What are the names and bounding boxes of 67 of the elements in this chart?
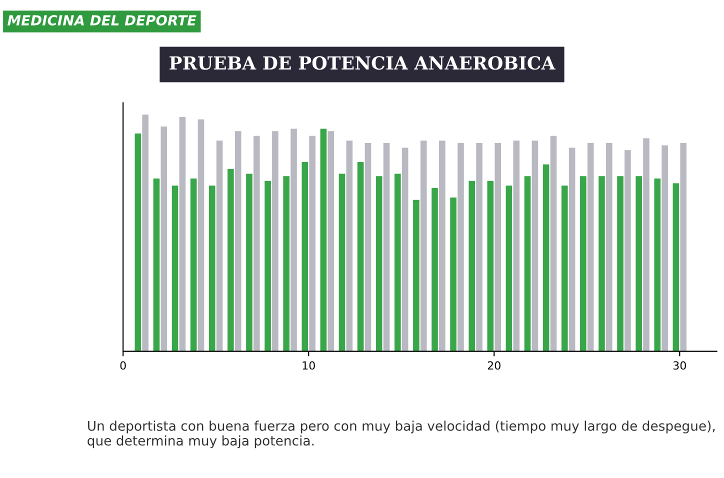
bar: [216, 140, 223, 352]
bar: [394, 174, 401, 352]
bar: [160, 126, 168, 352]
x-tick-label: 0: [120, 361, 126, 370]
bar: [357, 162, 364, 352]
bar: [208, 186, 216, 352]
bar: [654, 178, 661, 352]
bar: [550, 136, 557, 352]
bar: [383, 143, 390, 352]
bar: [568, 148, 576, 352]
bar: [153, 178, 160, 352]
bar: [476, 143, 482, 352]
bar: [142, 114, 148, 352]
bar: [246, 174, 252, 352]
bar: [662, 145, 668, 352]
bar: [272, 131, 278, 352]
x-tick-label: 10: [302, 361, 315, 370]
bar: [172, 186, 178, 352]
bar: [672, 183, 680, 352]
bar: [561, 186, 568, 352]
x-tick-label: 20: [488, 361, 500, 370]
bar: [439, 140, 446, 352]
bar: [643, 138, 650, 352]
bar: [198, 119, 204, 352]
bar: [494, 143, 501, 352]
bar: [254, 136, 260, 352]
bar: [234, 131, 242, 352]
bar: [624, 150, 631, 352]
bar: [487, 180, 494, 352]
bar: [587, 143, 594, 352]
bar: [636, 176, 642, 352]
bar: [542, 164, 550, 352]
bar: [320, 128, 327, 352]
bar: [134, 134, 142, 352]
bar: [338, 174, 346, 352]
bar: [617, 176, 624, 352]
bar: [532, 140, 538, 352]
bar: [598, 176, 605, 352]
bar: [364, 143, 372, 352]
bar: [346, 140, 353, 352]
text: Un deportista con buena fuerza pero con muy baja velocidad (tiempo muy largo de despegue), que determina muy baja potencia.: [88, 420, 715, 448]
bar: [376, 176, 382, 352]
bar: [580, 176, 586, 352]
bar: [513, 140, 520, 352]
bar: [432, 188, 438, 352]
bar: [524, 176, 531, 352]
bar: [328, 131, 334, 352]
bar: [450, 197, 456, 352]
bar: [402, 148, 408, 352]
bar: [302, 162, 308, 352]
x-tick-label: 30: [673, 361, 686, 370]
bar: [680, 143, 687, 352]
bar: [290, 128, 297, 352]
bar: [468, 180, 476, 352]
chart-title: PRUEBA DE POTENCIA ANAEROBICA: [170, 56, 556, 70]
bar: [228, 169, 234, 352]
bar: [606, 143, 612, 352]
bar: [283, 176, 290, 352]
bar: [179, 116, 186, 352]
bar: [420, 140, 427, 352]
bar: [413, 200, 420, 352]
bar: [190, 178, 197, 352]
bar: [458, 143, 464, 352]
chart-subtitle: MEDICINA DEL DEPORTE: [8, 15, 196, 26]
bar: [309, 136, 316, 352]
bar: [264, 180, 271, 352]
bar: [506, 186, 512, 352]
